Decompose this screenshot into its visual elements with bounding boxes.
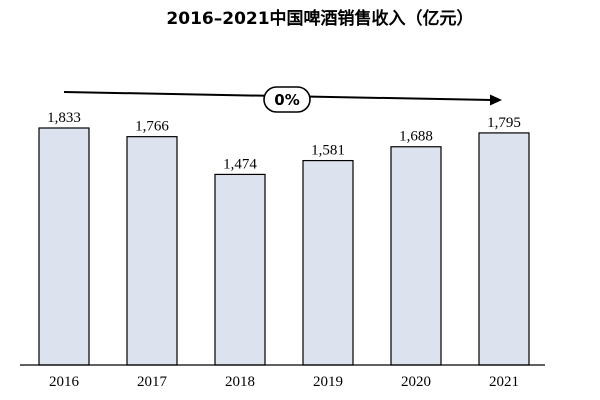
bar-2021 xyxy=(478,132,530,366)
bar-2016 xyxy=(38,127,90,366)
bars xyxy=(38,127,530,366)
value-label-2016: 1,833 xyxy=(47,110,81,126)
value-label-2017: 1,766 xyxy=(135,119,169,135)
trend-annotation: 0% xyxy=(63,86,502,113)
trend-arrow-head xyxy=(490,94,502,106)
x-tick-2017: 2017 xyxy=(137,374,168,390)
x-tick-2020: 2020 xyxy=(401,374,431,390)
trend-label: 0% xyxy=(274,91,299,109)
value-label-2021: 1,795 xyxy=(487,115,521,131)
x-tick-2016: 2016 xyxy=(49,374,80,390)
value-label-2018: 1,474 xyxy=(223,156,257,172)
chart-title: 2016–2021中国啤酒销售收入（亿元） xyxy=(166,8,473,29)
x-tick-2019: 2019 xyxy=(313,374,343,390)
bar-2019 xyxy=(302,159,354,366)
value-labels: 1,833 1,766 1,474 1,581 1,688 1,795 xyxy=(47,110,521,172)
x-tick-labels: 2016 2017 2018 2019 2020 2021 xyxy=(49,374,519,390)
value-label-2020: 1,688 xyxy=(399,129,433,145)
bar-2020 xyxy=(390,146,442,366)
trend-badge xyxy=(263,86,311,113)
bar-2017 xyxy=(126,136,178,366)
value-label-2019: 1,581 xyxy=(311,143,345,159)
x-tick-2018: 2018 xyxy=(225,374,255,390)
bar-2018 xyxy=(214,173,266,366)
x-tick-2021: 2021 xyxy=(489,374,519,390)
